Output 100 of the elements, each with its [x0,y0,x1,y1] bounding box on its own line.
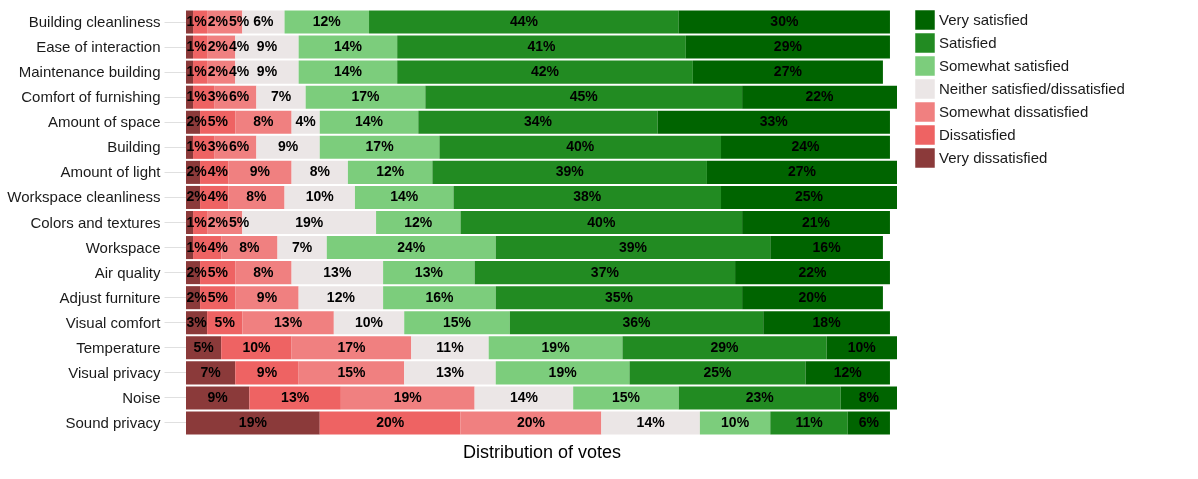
bar [235,361,299,385]
data-label: 22% [798,263,828,280]
data-label: 3% [207,88,229,105]
data-label: 13% [323,263,352,280]
data-label: 1% [186,213,208,230]
data-label: 33% [759,113,789,130]
data-label: 7% [292,238,313,255]
data-label: 24% [791,138,821,155]
data-label: 9% [256,63,278,80]
bar [319,110,419,134]
data-label: 5% [207,113,229,130]
data-label: 19% [238,413,268,430]
data-label: 2% [207,38,229,55]
data-label: 2% [207,63,229,80]
data-label: 15% [337,363,366,380]
data-label: 9% [207,388,229,405]
data-label: 30% [770,13,799,30]
y-tick-label: Colors and textures [30,213,161,231]
bar [474,386,574,410]
bar [242,311,334,335]
bar [256,85,306,109]
data-label: 4% [207,188,229,205]
bar [397,35,686,59]
data-label: 18% [812,313,842,330]
bar [256,135,320,159]
data-label: 4% [295,113,317,130]
data-label: 39% [619,238,648,255]
data-label: 1% [186,13,208,30]
data-label: 8% [253,263,275,280]
data-label: 12% [312,13,342,30]
data-label: 20% [376,413,405,430]
data-label: 19% [548,363,578,380]
bar [678,386,841,410]
bar [305,85,426,109]
data-label: 37% [590,263,620,280]
data-label: 8% [246,188,268,205]
bar [474,261,736,285]
data-label: 27% [787,163,817,180]
data-label: 7% [270,88,292,105]
bar [432,160,707,184]
bar [298,361,405,385]
bar [573,386,679,410]
bar [298,35,398,59]
bar [678,10,890,34]
bar [291,336,412,360]
data-label: 13% [435,363,465,380]
data-label: 16% [812,238,842,255]
data-label: 17% [351,88,381,105]
data-label: 1% [186,88,208,105]
data-label: 8% [858,388,880,405]
data-label: 2% [207,213,229,230]
y-tick-label: Adjust furniture [59,288,161,306]
bar [601,411,700,435]
data-label: 1% [186,63,208,80]
bar [770,236,883,260]
bar [622,336,827,360]
data-label: 25% [794,188,824,205]
y-tick-label: Sound privacy [65,413,161,431]
data-label: 6% [858,413,880,430]
legend-label: Somewhat dissatisfied [939,103,1089,120]
data-label: 13% [274,313,303,330]
data-label: 13% [414,263,444,280]
y-tick-label: Noise [122,388,161,406]
data-label: 8% [253,113,275,130]
data-label: 9% [256,38,278,55]
data-label: 11% [795,413,824,430]
data-label: 7% [200,363,222,380]
data-label: 4% [228,63,250,80]
bar [319,411,461,435]
legend-label: Very dissatisfied [939,149,1048,166]
y-tick-label: Workspace [85,238,161,256]
bar [397,60,693,84]
y-tick-label: Amount of space [47,113,161,131]
data-label: 25% [703,363,733,380]
bar [186,411,320,435]
bar [495,286,743,310]
bar [411,336,489,360]
bar [735,261,890,285]
bar [742,210,890,235]
data-label: 14% [509,388,539,405]
data-label: 29% [773,38,803,55]
data-label: 27% [773,63,803,80]
data-label: 4% [207,163,229,180]
bar [721,185,897,209]
y-tick-label: Building cleanliness [28,13,161,31]
bar [805,361,890,385]
bar [488,336,623,360]
data-label: 6% [228,88,250,105]
data-label: 19% [541,338,571,355]
legend-label: Satisfied [939,34,997,51]
bar [235,286,299,310]
bar [425,85,743,109]
legend-label: Somewhat satisfied [939,57,1070,74]
data-label: 12% [376,163,405,180]
data-label: 12% [833,363,863,380]
y-tick-label: Workspace cleanliness [7,188,161,206]
data-label: 3% [207,138,229,155]
bar [340,386,475,410]
data-label: 15% [443,313,472,330]
data-label: 8% [309,163,331,180]
